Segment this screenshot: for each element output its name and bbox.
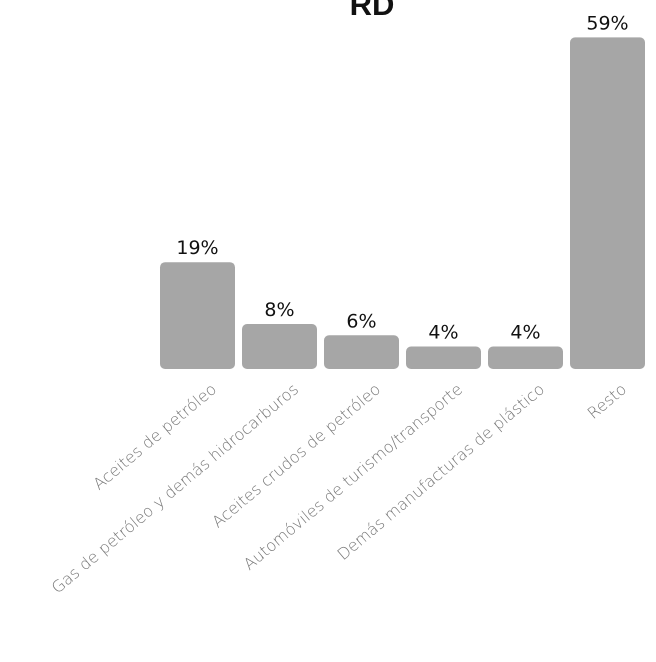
bar-resto — [570, 37, 645, 370]
value-label-automoviles-de-turismo-transporte: 4% — [428, 322, 458, 344]
value-label-gas-de-petroleo-y-demas-hidrocarburos: 8% — [264, 299, 294, 321]
value-label-aceites-crudos-de-petroleo: 6% — [346, 310, 376, 332]
bar-aceites-de-petroleo — [160, 262, 235, 369]
category-label-aceites-crudos-de-petroleo: Aceites crudos de petróleo — [208, 380, 384, 532]
value-label-resto: 59% — [586, 12, 628, 34]
chart-title: RD — [350, 0, 395, 22]
value-labels-group: 19% 8% 6% 4% 4% 59% — [176, 12, 628, 343]
bar-automoviles-de-turismo-transporte — [406, 346, 481, 369]
bars-group — [160, 37, 645, 370]
value-label-demas-manufacturas-de-plastico: 4% — [510, 322, 540, 344]
value-label-aceites-de-petroleo: 19% — [176, 237, 218, 259]
category-label-resto: Resto — [584, 380, 630, 423]
bar-gas-de-petroleo-y-demas-hidrocarburos — [242, 324, 317, 369]
bar-demas-manufacturas-de-plastico — [488, 346, 563, 369]
bar-aceites-crudos-de-petroleo — [324, 335, 399, 369]
